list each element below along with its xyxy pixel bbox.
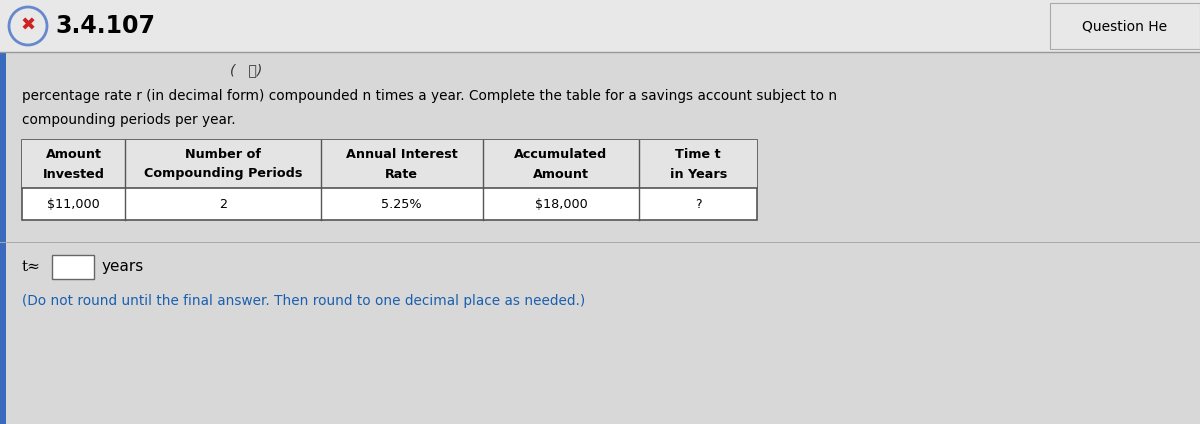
- Text: Accumulated: Accumulated: [515, 148, 607, 161]
- Bar: [6, 52, 1200, 424]
- Text: Rate: Rate: [385, 167, 419, 181]
- Text: t≈: t≈: [22, 260, 41, 274]
- Text: years: years: [102, 259, 144, 274]
- Bar: [52, 255, 94, 279]
- Bar: [0, 52, 6, 424]
- Text: Annual Interest: Annual Interest: [346, 148, 457, 161]
- Text: Invested: Invested: [42, 167, 104, 181]
- Bar: [22, 140, 757, 220]
- Text: Amount: Amount: [46, 148, 102, 161]
- Text: percentage rate r (in decimal form) compounded n times a year. Complete the tabl: percentage rate r (in decimal form) comp…: [22, 89, 838, 103]
- Text: $11,000: $11,000: [47, 198, 100, 210]
- Text: 5.25%: 5.25%: [382, 198, 422, 210]
- Text: 2: 2: [218, 198, 227, 210]
- Bar: [0, 0, 1200, 52]
- Text: (   リ): ( リ): [230, 63, 263, 77]
- Text: Compounding Periods: Compounding Periods: [144, 167, 302, 181]
- Text: ?: ?: [695, 198, 702, 210]
- Text: $18,000: $18,000: [535, 198, 587, 210]
- Bar: [1050, 3, 1200, 49]
- Text: Question He: Question He: [1082, 19, 1168, 33]
- Text: Time t: Time t: [676, 148, 721, 161]
- Text: in Years: in Years: [670, 167, 727, 181]
- Text: Amount: Amount: [533, 167, 589, 181]
- Bar: [22, 140, 757, 188]
- Text: Number of: Number of: [185, 148, 260, 161]
- Text: ✖: ✖: [20, 17, 36, 35]
- Text: 3.4.107: 3.4.107: [55, 14, 155, 38]
- Text: compounding periods per year.: compounding periods per year.: [22, 113, 235, 127]
- Text: (Do not round until the final answer. Then round to one decimal place as needed.: (Do not round until the final answer. Th…: [22, 294, 586, 308]
